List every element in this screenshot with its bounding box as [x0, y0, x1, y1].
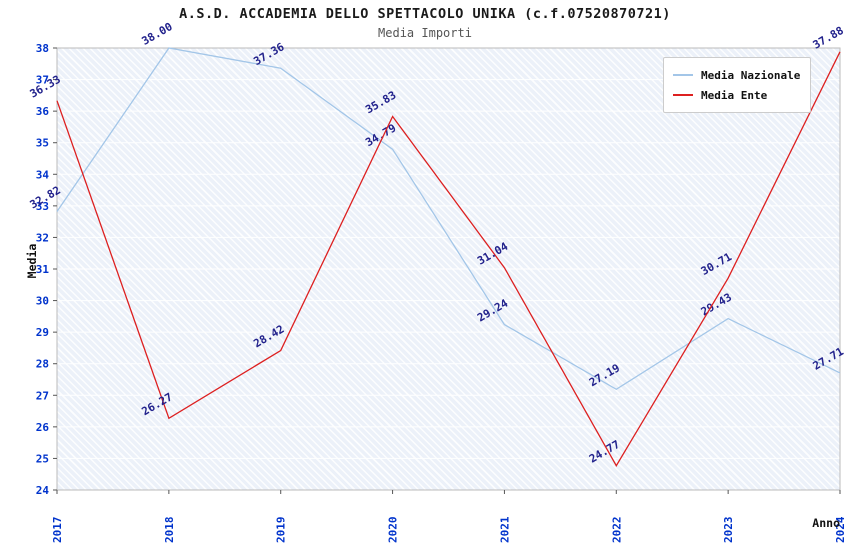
data-label: 26.27 [140, 390, 175, 418]
y-tick-label: 38 [36, 42, 49, 55]
legend-item-media-ente: Media Ente [673, 85, 801, 105]
y-tick-label: 33 [36, 200, 49, 213]
x-tick-label: 2018 [163, 517, 176, 544]
y-tick-label: 36 [36, 105, 50, 118]
x-tick-label: 2022 [610, 517, 623, 544]
data-label: 34.79 [363, 121, 398, 149]
y-tick-label: 26 [36, 421, 50, 434]
series-line-media-ente [56, 51, 841, 467]
data-label: 35.83 [363, 89, 398, 117]
data-label: 37.88 [811, 24, 846, 52]
x-tick-label: 2021 [498, 516, 511, 543]
x-tick-label: 2024 [834, 516, 847, 543]
y-tick-label: 30 [36, 295, 49, 308]
y-axis-title: Media [25, 243, 39, 279]
y-tick-label: 25 [36, 452, 49, 465]
y-tick-label: 29 [36, 326, 49, 339]
data-label: 27.71 [811, 345, 847, 373]
data-label: 27.19 [587, 361, 622, 389]
y-tick-label: 35 [36, 137, 49, 150]
legend-swatch-media-nazionale [673, 74, 693, 76]
x-tick-label: 2023 [722, 517, 735, 544]
legend-swatch-media-ente [673, 94, 693, 96]
y-tick-label: 27 [36, 389, 49, 402]
y-tick-label: 37 [36, 74, 49, 87]
y-tick-label: 32 [36, 231, 49, 244]
data-label: 30.71 [699, 250, 735, 278]
y-tick-label: 24 [36, 484, 50, 497]
y-tick-label: 28 [36, 358, 49, 371]
legend-label-media-nazionale: Media Nazionale [701, 68, 801, 82]
data-label: 24.77 [587, 438, 622, 466]
series-line-media-nazionale [56, 47, 841, 391]
chart-title: A.S.D. ACCADEMIA DELLO SPETTACOLO UNIKA … [179, 6, 671, 22]
legend-label-media-ente: Media Ente [701, 88, 768, 102]
legend-item-media-nazionale: Media Nazionale [673, 65, 801, 85]
data-label: 29.43 [699, 291, 734, 319]
x-tick-label: 2017 [51, 517, 64, 544]
x-tick-label: 2019 [275, 517, 288, 544]
data-label: 37.36 [251, 40, 287, 68]
x-axis-title: Anno [812, 516, 840, 530]
data-label: 31.04 [475, 240, 511, 268]
chart-subtitle: Media Importi [378, 26, 472, 40]
x-tick-label: 2020 [387, 517, 400, 544]
y-tick-label: 31 [36, 263, 50, 276]
data-label: 38.00 [140, 20, 175, 48]
data-label: 28.42 [251, 323, 286, 351]
y-tick-label: 34 [36, 168, 50, 181]
legend: Media Nazionale Media Ente [663, 57, 811, 113]
